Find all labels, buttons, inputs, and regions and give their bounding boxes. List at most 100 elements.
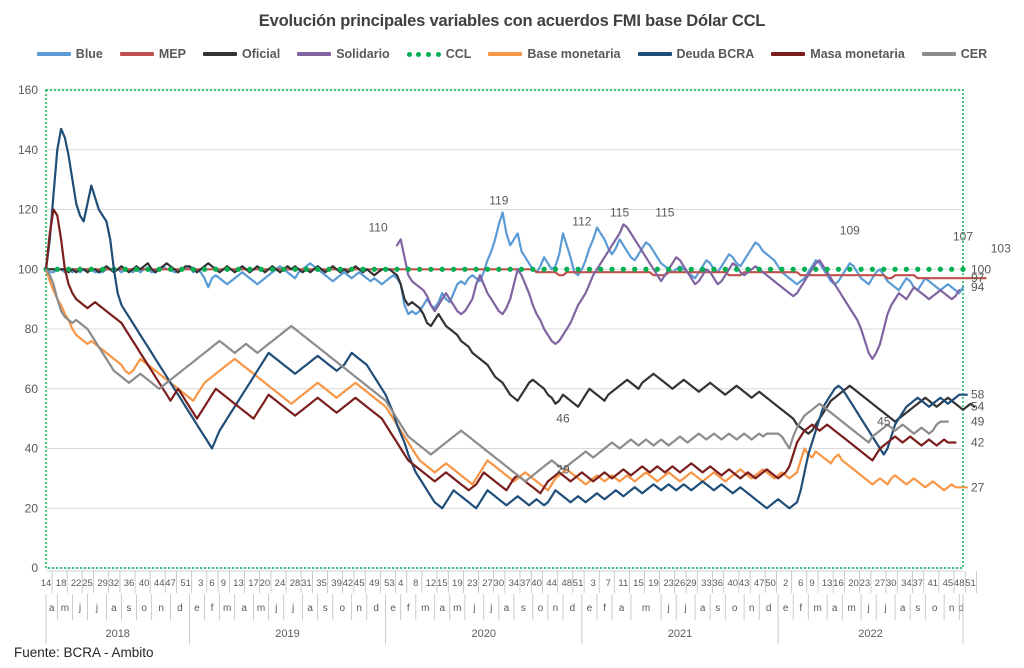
legend-label: Masa monetaria [810,47,905,61]
legend-item-mep[interactable]: MEP [119,47,186,61]
legend-label: CCL [445,47,472,61]
x-axis-week-label: 41 [928,578,939,589]
x-axis-week-label: 45 [354,578,365,589]
x-axis-week-label: 51 [965,578,976,589]
legend-item-ccl[interactable]: CCL [406,47,472,61]
ccl-dot [892,266,898,272]
ccl-dot [371,266,377,272]
ccl-dot [835,266,842,272]
x-axis-month-label: a [619,603,625,614]
x-axis-month-label: o [141,603,147,614]
ccl-dot [733,266,740,272]
x-axis-week-label: 33 [701,578,712,589]
x-axis-month-label: a [700,603,706,614]
legend-item-oficial[interactable]: Oficial [202,47,280,61]
x-axis-week-label: 16 [833,578,844,589]
line-swatch [297,52,332,56]
legend-item-base-monetaria[interactable]: Base monetaria [488,47,621,61]
y-axis-tick-label: 0 [31,561,38,575]
ccl-dot [530,266,536,272]
x-axis-week-label: 37 [912,578,923,589]
x-axis-month-label: m [61,603,69,614]
right-axis-label: 100 [971,262,991,276]
x-axis-week-label: 6 [798,578,803,589]
data-label: 115 [655,205,674,219]
x-axis-month-label: a [307,603,313,614]
legend-label: Deuda BCRA [676,47,755,61]
x-axis-week-label: 22 [71,578,82,589]
x-axis-week-label: 3 [591,578,596,589]
right-axis-label: 49 [971,415,985,429]
x-axis-month-label: m [421,603,429,614]
series-line-deuda-bcra [44,127,968,510]
x-axis-month-label: j [95,603,98,614]
legend-item-blue[interactable]: Blue [36,47,103,61]
ccl-dot [801,266,808,272]
x-axis-month-label: f [799,603,802,614]
ccl-dot [450,266,457,272]
series-line-cer [44,268,949,483]
x-axis-month-label: j [489,603,492,614]
x-axis-week-label: 4 [398,578,403,589]
x-axis-month-label: j [684,603,687,614]
ccl-dot [575,266,581,272]
x-axis-year-label: 2021 [668,628,692,640]
legend-item-deuda-bcra[interactable]: Deuda BCRA [637,47,755,61]
ccl-dot [654,266,660,272]
ccl-dot [269,266,276,272]
ccl-dot [790,266,796,272]
x-axis-year-label: 2020 [472,628,496,640]
x-axis-month-label: n [356,603,362,614]
ccl-dot [688,266,694,272]
x-axis-month-label: s [323,603,328,614]
x-axis-month-label: n [158,603,164,614]
legend-item-solidario[interactable]: Solidario [297,47,390,61]
x-axis-week-label: 44 [154,578,165,589]
x-axis-month-label: a [111,603,117,614]
x-axis-week-label: 7 [606,578,611,589]
series-line-solidario [395,223,961,360]
x-axis-month-label: j [867,603,870,614]
x-axis-month-label: f [603,603,606,614]
ccl-dot [620,266,626,272]
legend-item-cer[interactable]: CER [921,47,987,61]
legend-label: Base monetaria [527,47,621,61]
x-axis-week-label: 40 [531,578,542,589]
ccl-dot [700,266,706,272]
x-axis-week-label: 47 [754,578,765,589]
ccl-dot [235,266,242,272]
x-axis-week-label: 19 [648,578,659,589]
ccl-dot [813,266,819,272]
x-axis-week-label: 43 [739,578,750,589]
y-axis-tick-label: 140 [18,143,38,157]
ccl-dot [428,266,434,272]
ccl-dot [394,266,400,272]
ccl-dot [496,266,502,272]
x-axis-month-label: s [127,603,132,614]
x-axis-week-label: 51 [180,578,191,589]
x-axis-week-label: 11 [618,578,628,589]
ccl-dot [632,266,638,272]
ccl-dot [518,266,525,272]
ccl-dot [281,266,287,272]
x-axis-week-label: 13 [233,578,244,589]
ccl-dot [598,266,604,272]
ccl-dot [156,266,162,272]
ccl-dot [643,266,649,272]
x-axis-month-label: m [257,603,265,614]
line-swatch [921,52,956,56]
x-axis-week-label: 40 [728,578,739,589]
ccl-dot [949,266,955,272]
legend-item-masa-monetaria[interactable]: Masa monetaria [771,47,905,61]
right-axis-label: 58 [971,388,985,402]
x-axis-month-label: s [915,603,920,614]
ccl-dot [303,266,309,272]
x-axis-month-label: j [472,603,475,614]
x-axis-week-label: 45 [943,578,954,589]
ccl-dot [292,266,298,272]
series-line-masa-monetaria [44,208,957,495]
x-axis-week-label: 27 [875,578,886,589]
ccl-dot [360,266,366,272]
ccl-dot [201,266,208,272]
